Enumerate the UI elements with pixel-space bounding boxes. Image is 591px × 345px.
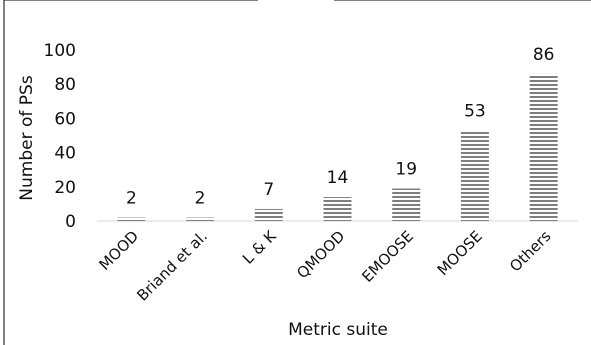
x-tick-label: L & K bbox=[239, 226, 280, 267]
y-tick-label: 100 bbox=[44, 41, 76, 61]
bars bbox=[117, 73, 558, 221]
y-tick-labels: 0 20 40 60 80 100 bbox=[44, 41, 76, 232]
y-tick-label: 40 bbox=[54, 144, 76, 164]
bar-qmood bbox=[323, 197, 352, 221]
y-tick-label: 0 bbox=[65, 212, 76, 232]
data-label: 7 bbox=[263, 180, 274, 200]
data-label: 86 bbox=[533, 45, 555, 65]
data-label: 53 bbox=[464, 101, 486, 121]
data-label: 2 bbox=[195, 189, 206, 209]
x-tick-label: QMOOD bbox=[293, 227, 348, 282]
x-tick-label: MOOSE bbox=[434, 227, 486, 279]
bar-mood bbox=[117, 217, 146, 221]
data-labels: 2 2 7 14 19 53 86 bbox=[126, 45, 555, 209]
data-label: 2 bbox=[126, 189, 137, 209]
svg-text:Number of PSs: Number of PSs bbox=[17, 75, 37, 201]
x-axis-title: Metric suite bbox=[288, 320, 388, 340]
x-tick-label: EMOOSE bbox=[358, 227, 417, 286]
y-tick-label: 80 bbox=[54, 75, 76, 95]
y-tick-label: 60 bbox=[54, 109, 76, 129]
bar-emoose bbox=[392, 188, 421, 221]
bar-l-k bbox=[254, 209, 283, 221]
y-axis-title: Number of PSs bbox=[17, 75, 37, 201]
x-tick-label: Others bbox=[506, 227, 555, 276]
bar-moose bbox=[460, 130, 489, 221]
data-label: 14 bbox=[327, 168, 349, 188]
x-tick-label: MOOD bbox=[95, 227, 142, 274]
x-tick-label: Briand et al. bbox=[133, 227, 211, 305]
bar-briand-et-al- bbox=[186, 217, 215, 221]
bar-others bbox=[529, 73, 558, 221]
data-label: 19 bbox=[395, 160, 417, 180]
y-tick-label: 20 bbox=[54, 178, 76, 198]
